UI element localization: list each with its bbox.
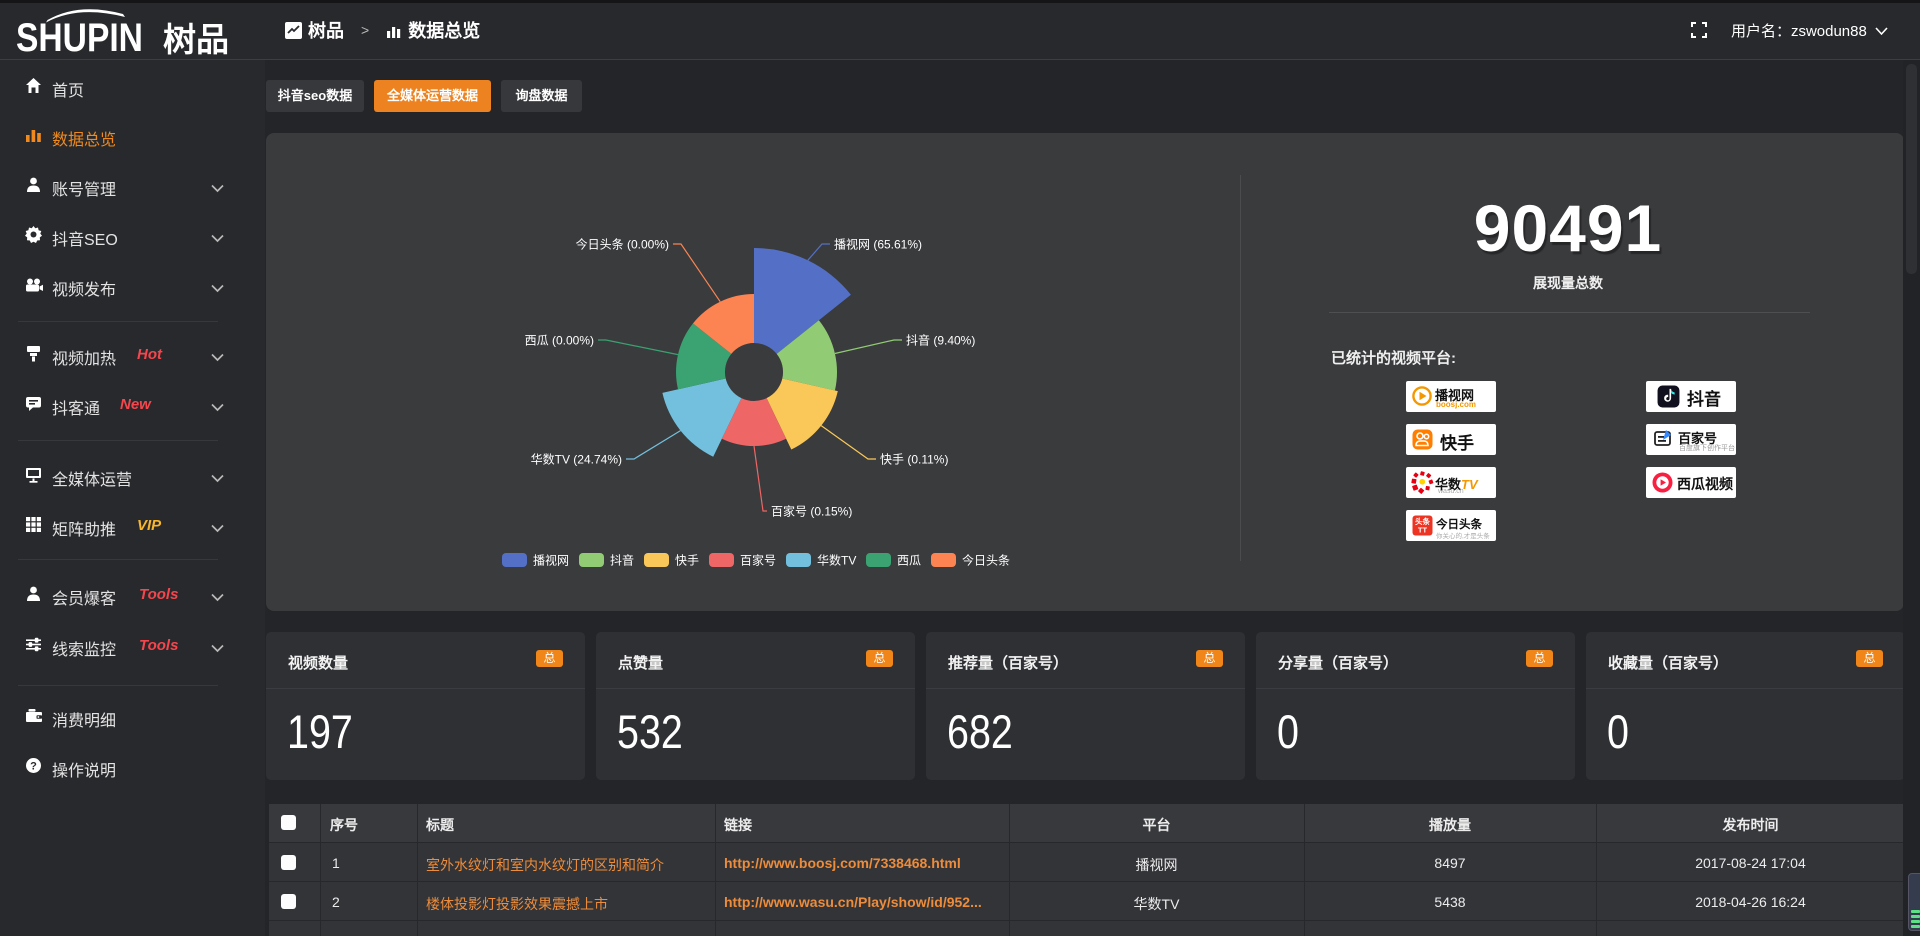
svg-text:百家号 (0.15%): 百家号 (0.15%) — [771, 504, 852, 519]
svg-text:TT: TT — [1418, 526, 1428, 535]
svg-text:百家号: 百家号 — [740, 553, 776, 568]
svg-text:今日头条 (0.00%): 今日头条 (0.00%) — [576, 237, 669, 252]
svg-text:今日头条: 今日头条 — [962, 553, 1010, 568]
svg-text:头条: 头条 — [1415, 516, 1431, 526]
svg-text:快手: 快手 — [675, 554, 699, 568]
svg-text:西瓜: 西瓜 — [897, 554, 921, 568]
svg-text:西瓜 (0.00%): 西瓜 (0.00%) — [525, 334, 594, 348]
svg-text:抖音 (9.40%): 抖音 (9.40%) — [906, 333, 975, 348]
svg-text:华数TV (24.74%): 华数TV (24.74%) — [531, 452, 622, 467]
svg-text:抖音: 抖音 — [610, 553, 634, 568]
svg-text:华数TV: 华数TV — [817, 553, 856, 568]
svg-text:?: ? — [30, 760, 37, 772]
svg-text:快手 (0.11%): 快手 (0.11%) — [880, 453, 948, 467]
svg-text:播视网 (65.61%): 播视网 (65.61%) — [834, 237, 922, 252]
svg-text:播视网: 播视网 — [533, 553, 569, 568]
